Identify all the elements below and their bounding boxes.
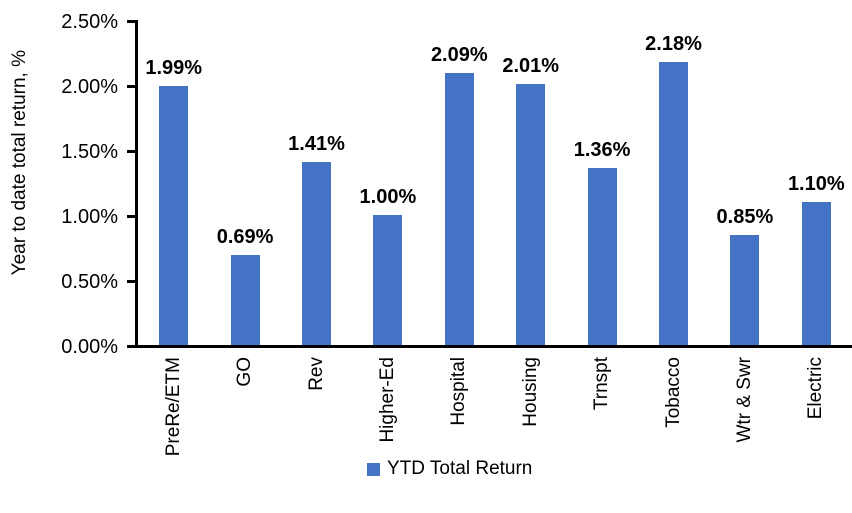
y-tick-label: 0.00%: [61, 335, 118, 358]
bar-value-label: 2.09%: [430, 44, 488, 67]
y-tick-mark: [127, 280, 138, 283]
bar-housing: [516, 83, 546, 345]
bar-go: [230, 255, 260, 345]
bar-value-label: 1.00%: [359, 186, 417, 208]
y-tick-mark: [127, 215, 138, 218]
y-tick-label: 1.00%: [61, 205, 118, 228]
x-axis-label: Wtr & Swr: [733, 357, 755, 443]
y-tick-label: 1.50%: [61, 140, 118, 163]
x-axis-label: Higher-Ed: [376, 357, 398, 443]
x-axis-label: Trnspt: [591, 357, 613, 411]
bar-trnspt: [587, 168, 617, 345]
bar-rev: [302, 161, 331, 345]
x-axis-line: [135, 345, 852, 348]
legend: YTD Total Return: [367, 458, 532, 480]
x-axis-label: Tobacco: [662, 357, 684, 428]
bar-value-label: 0.69%: [216, 226, 274, 249]
x-axis-label: GO: [234, 357, 256, 387]
bar-electric: [801, 202, 831, 345]
x-axis-label: Housing: [519, 357, 541, 427]
bar-value-label: 2.01%: [502, 54, 560, 77]
y-axis-title: Year to date total return, %: [9, 50, 30, 276]
bar-value-label: 1.99%: [145, 57, 203, 80]
y-tick-label: 2.50%: [61, 10, 118, 33]
legend-label: YTD Total Return: [387, 458, 533, 479]
bar-value-label: 2.18%: [645, 32, 702, 55]
bar-value-label: 1.36%: [573, 139, 631, 162]
bar-wtr-swr: [730, 234, 760, 345]
y-tick-mark: [127, 345, 138, 348]
bar-value-label: 1.41%: [288, 132, 345, 155]
x-axis-label: Electric: [805, 357, 827, 420]
y-axis-line: [135, 20, 138, 348]
y-tick-label: 0.50%: [61, 270, 118, 293]
bar-higher-ed: [373, 215, 403, 345]
x-axis-label: Rev: [305, 357, 327, 391]
legend-swatch-icon: [367, 462, 380, 476]
y-tick-label: 2.00%: [61, 75, 118, 98]
bar-value-label: 0.85%: [716, 205, 774, 228]
y-tick-mark: [127, 20, 138, 23]
bar-value-label: 1.10%: [787, 173, 845, 195]
bar-prere-etm: [159, 86, 189, 345]
x-axis-label: PreRe/ETM: [162, 357, 184, 457]
bar-tobacco: [659, 61, 688, 345]
bar-hospital: [444, 73, 474, 345]
x-axis-label: Hospital: [448, 357, 470, 426]
y-tick-mark: [127, 85, 138, 88]
y-tick-mark: [127, 150, 138, 153]
